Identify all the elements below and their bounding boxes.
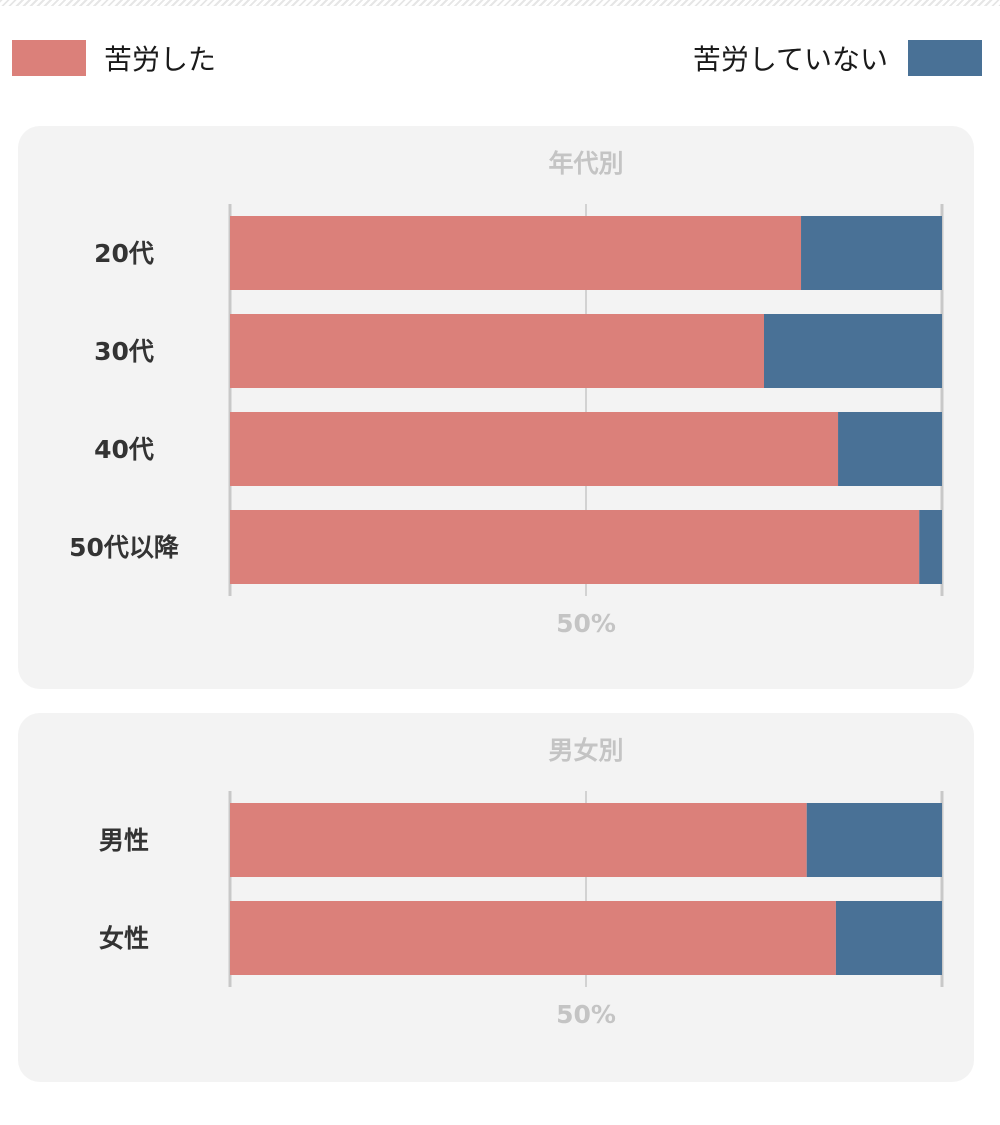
category-label-cat-0: 男性 <box>99 826 149 855</box>
legend-label-struggled: 苦労した <box>104 43 217 76</box>
legend-swatch-not-struggled <box>908 40 982 76</box>
top-border <box>0 0 1000 6</box>
chart-title: 年代別 <box>548 149 623 178</box>
chart-panel-gender: 男女別男性女性 50% <box>18 713 974 1082</box>
bar-not-struggled-cat-0 <box>806 803 942 877</box>
bar-not-struggled-cat-1 <box>835 901 942 975</box>
chart-panel-age: 年代別 20代 30代 40代 50代以降 50% <box>18 126 974 689</box>
bar-struggled-cat-0 <box>230 216 802 290</box>
bar-not-struggled-cat-2 <box>838 412 942 486</box>
tick-label-50: 50% <box>556 609 616 638</box>
legend-struggled: 苦労した <box>12 38 216 78</box>
bar-struggled-cat-3 <box>230 510 920 584</box>
legend-swatch-struggled <box>12 40 86 76</box>
bar-struggled-cat-1 <box>230 314 764 388</box>
legend-not-struggled: 苦労していない <box>693 38 982 78</box>
bar-not-struggled-cat-0 <box>801 216 942 290</box>
bar-struggled-cat-0 <box>230 803 807 877</box>
tick-label-50: 50% <box>556 1000 616 1029</box>
category-label-cat-1: 女性 <box>99 924 149 953</box>
chart-age: 年代別 20代 30代 40代 50代以降 50% <box>69 149 944 638</box>
bar-not-struggled-cat-3 <box>919 510 942 584</box>
bar-struggled-cat-1 <box>230 901 836 975</box>
category-label-cat-2: 40代 <box>94 435 154 464</box>
chart-title: 男女別 <box>548 736 623 765</box>
bar-struggled-cat-2 <box>230 412 839 486</box>
bar-not-struggled-cat-1 <box>764 314 942 388</box>
category-label-cat-3: 50代以降 <box>69 533 180 562</box>
legend-label-not-struggled: 苦労していない <box>692 43 888 76</box>
category-label-cat-0: 20代 <box>94 239 154 268</box>
category-label-cat-1: 30代 <box>94 337 154 366</box>
